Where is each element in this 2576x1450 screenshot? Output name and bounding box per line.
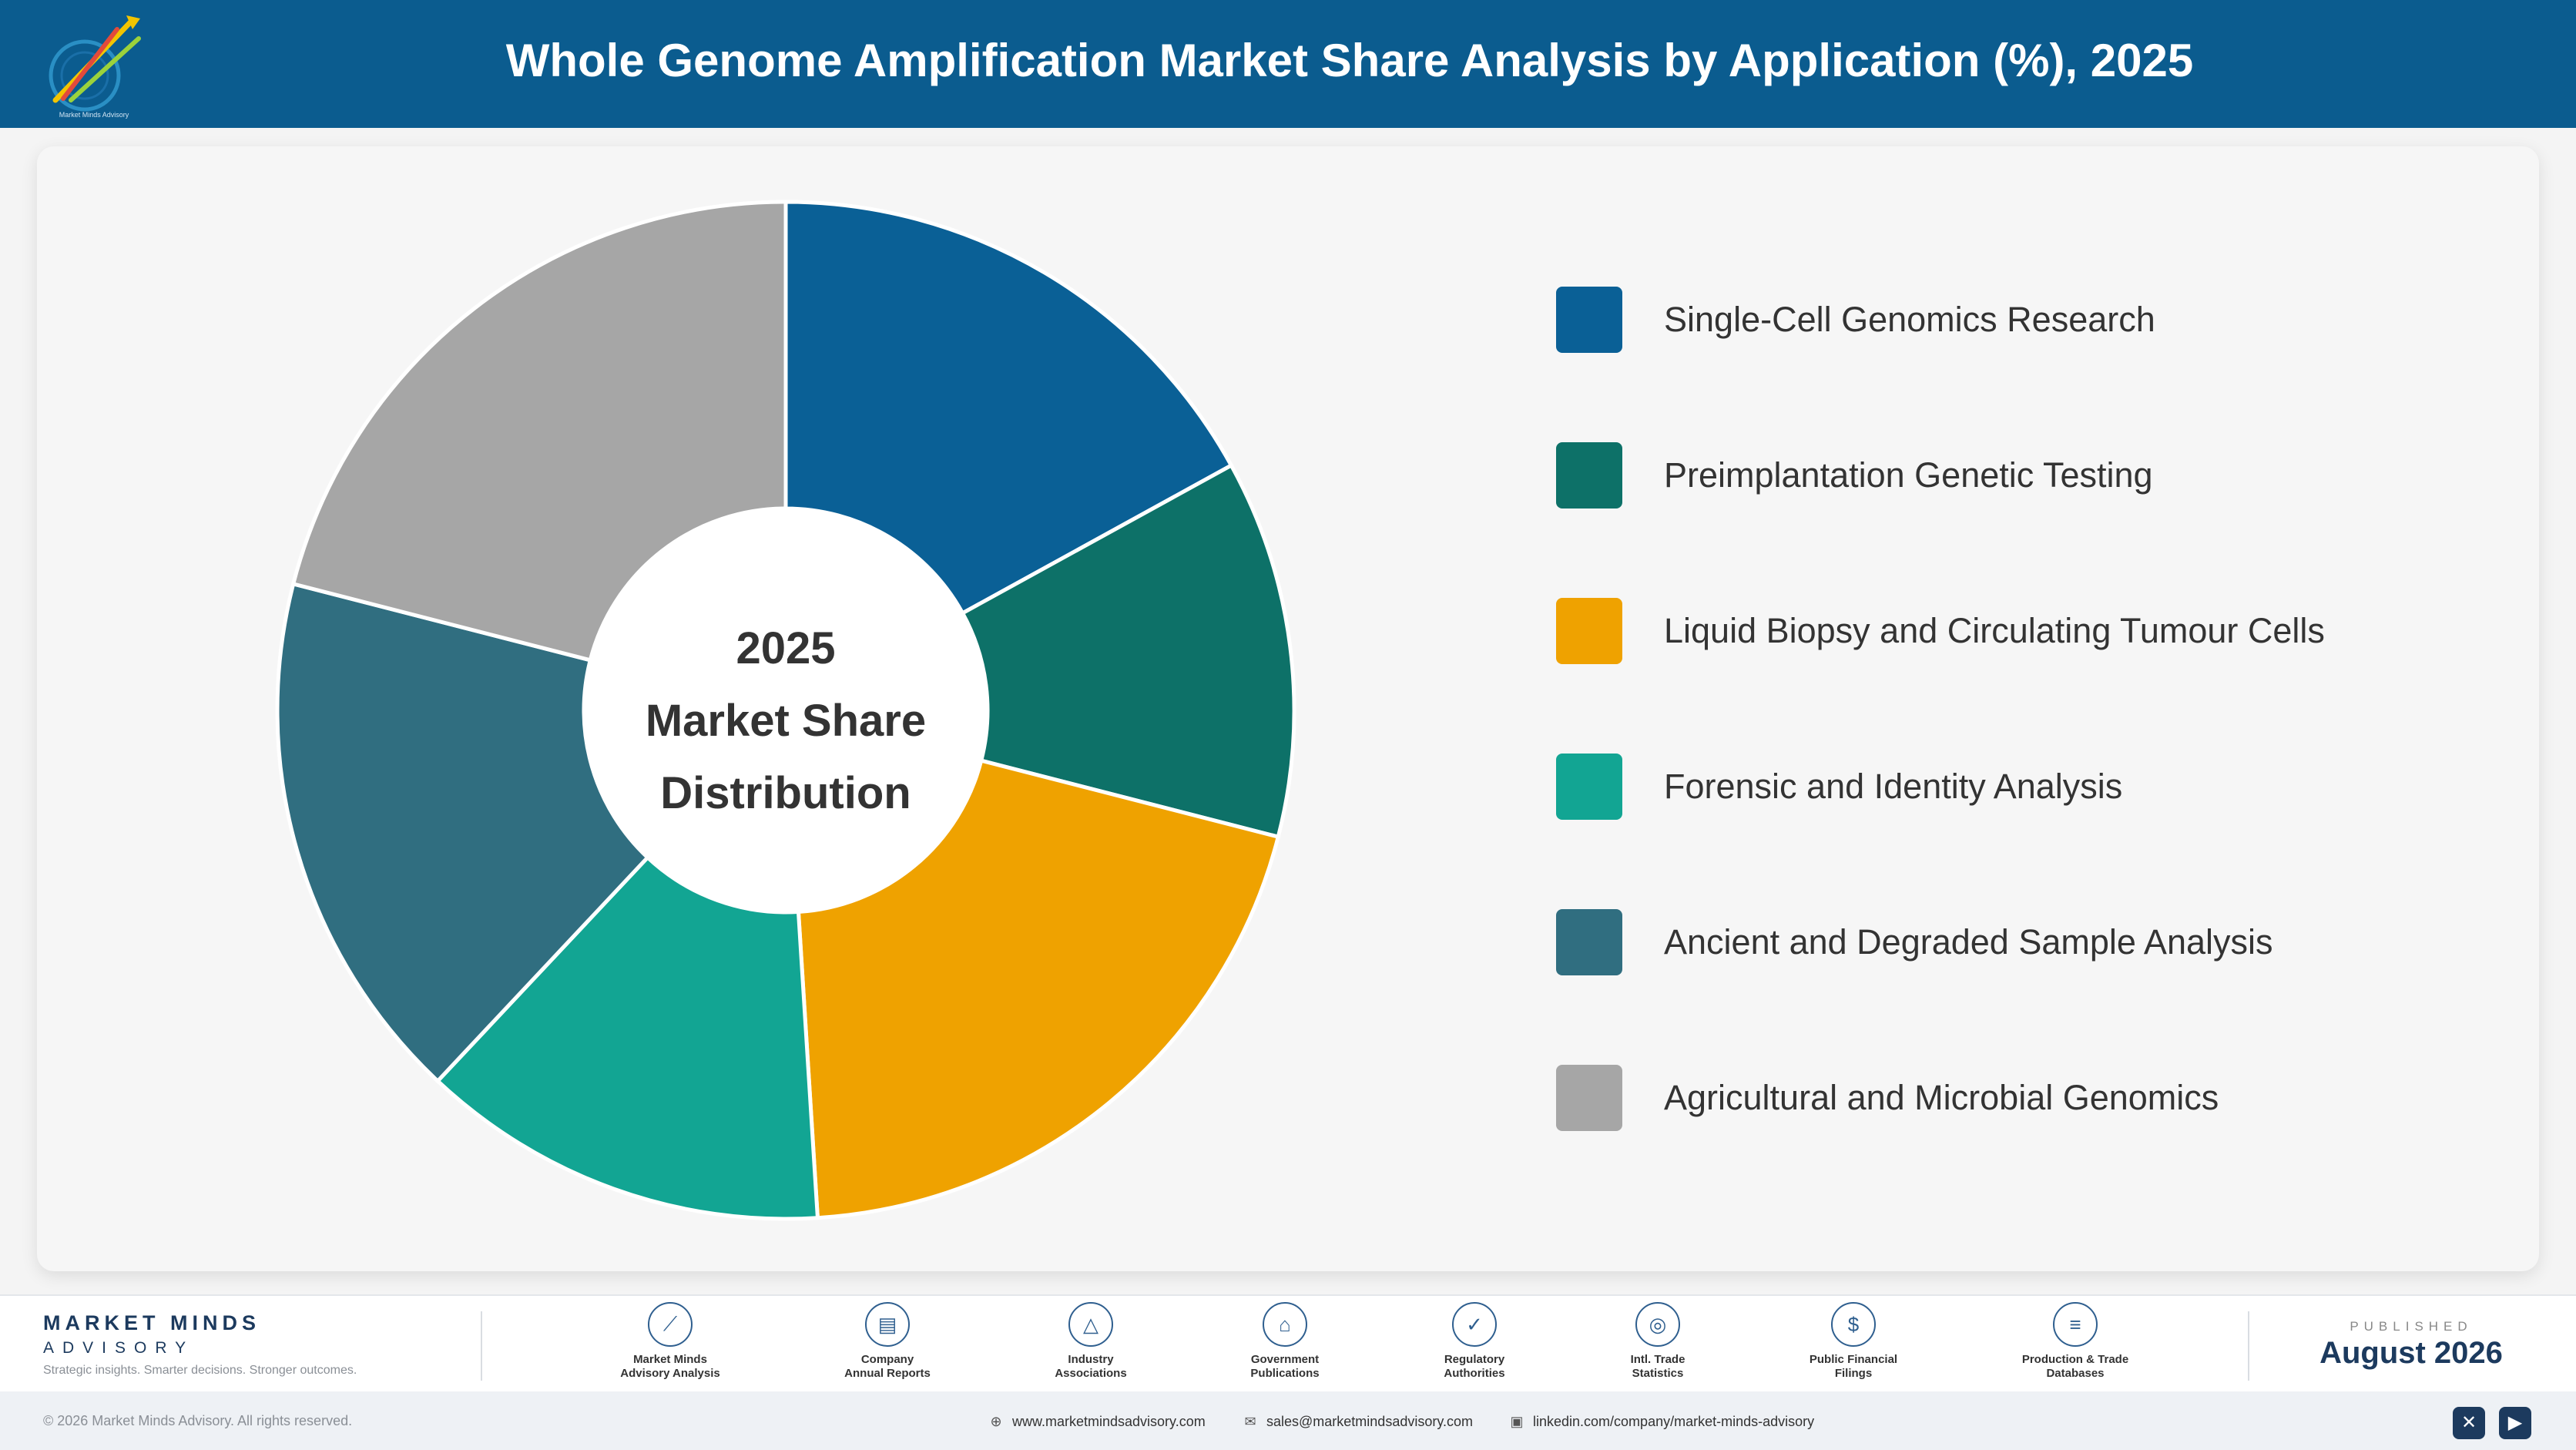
legend-swatch — [1556, 287, 1622, 353]
legend-label: Forensic and Identity Analysis — [1664, 767, 2123, 806]
center-year: 2025 — [736, 623, 836, 673]
source-government-publications[interactable]: ⌂ Government Publications — [1208, 1302, 1362, 1381]
brand-name: MARKET MINDS — [43, 1311, 260, 1334]
legend-swatch — [1556, 909, 1622, 975]
legend-item: Single-Cell Genomics Research — [1556, 287, 2480, 353]
source-market-minds-analysis[interactable]: ⟋ Market Minds Advisory Analysis — [593, 1302, 747, 1381]
legend-item: Ancient and Degraded Sample Analysis — [1556, 909, 2480, 975]
pie-slice-ancient-and-degraded-sample-analysis — [275, 581, 651, 1084]
source-industry-associations[interactable]: △ Industry Associations — [1014, 1302, 1168, 1381]
mail-icon: ✉ — [1244, 1414, 1256, 1429]
brand-sub: ADVISORY — [43, 1339, 195, 1357]
header-bar: Market Minds Advisory Whole Genome Ampli… — [0, 0, 2576, 128]
copyright: © 2026 Market Minds Advisory. All rights… — [43, 1413, 353, 1428]
center-line-market-share: Market Share — [645, 696, 927, 746]
source-regulatory-authorities[interactable]: ✓ Regulatory Authorities — [1397, 1302, 1551, 1381]
source-intl-trade-statistics[interactable]: ◎ Intl. Trade Statistics — [1581, 1302, 1735, 1381]
published-date: August 2026 — [2319, 1336, 2503, 1370]
linkedin-icon: ▣ — [1510, 1414, 1524, 1429]
network-icon: △ — [1068, 1302, 1113, 1347]
database-icon: ≡ — [2053, 1302, 2098, 1347]
brand-tagline: Strategic insights. Smarter decisions. S… — [43, 1364, 357, 1377]
source-production-trade-databases[interactable]: ≡ Production & Trade Databases — [1998, 1302, 2152, 1381]
x-social-icon[interactable]: ✕ — [2453, 1407, 2485, 1439]
page-title: Whole Genome Amplification Market Share … — [505, 35, 2194, 86]
email-link[interactable]: ✉ sales@marketmindsadvisory.com — [1242, 1413, 1473, 1430]
legend-item: Preimplantation Genetic Testing — [1556, 442, 2480, 509]
legend-label: Ancient and Degraded Sample Analysis — [1664, 922, 2273, 962]
government-building-icon: ⌂ — [1263, 1302, 1307, 1347]
legend-swatch — [1556, 442, 1622, 509]
legend-swatch — [1556, 598, 1622, 664]
donut-center-label: 2025 Market Share Distribution — [601, 613, 971, 830]
donut-chart — [275, 202, 1294, 1220]
published-label: PUBLISHED — [2350, 1319, 2473, 1334]
legend-item: Liquid Biopsy and Circulating Tumour Cel… — [1556, 598, 2480, 664]
website-link[interactable]: ⊕ www.marketmindsadvisory.com — [988, 1413, 1205, 1430]
source-company-annual-reports[interactable]: ▤ Company Annual Reports — [810, 1302, 964, 1381]
donut-hole — [584, 509, 988, 912]
svg-text:Market Minds Advisory: Market Minds Advisory — [59, 111, 129, 119]
market-minds-logo-icon: Market Minds Advisory — [49, 15, 141, 119]
source-public-financial-filings[interactable]: $ Public Financial Filings — [1776, 1302, 1930, 1381]
bottom-bar: © 2026 Market Minds Advisory. All rights… — [0, 1391, 2576, 1450]
shield-check-icon: ✓ — [1452, 1302, 1497, 1347]
legend-item: Forensic and Identity Analysis — [1556, 754, 2480, 820]
dollar-coin-icon: $ — [1831, 1302, 1876, 1347]
legend-item: Agricultural and Microbial Genomics — [1556, 1065, 2480, 1131]
globe-icon: ◎ — [1635, 1302, 1680, 1347]
divider — [481, 1311, 482, 1381]
trend-chart-icon: ⟋ — [648, 1302, 693, 1347]
legend-label: Agricultural and Microbial Genomics — [1664, 1078, 2219, 1117]
divider — [2248, 1311, 2249, 1381]
globe-icon: ⊕ — [990, 1414, 1002, 1429]
center-line-distribution: Distribution — [660, 768, 911, 818]
document-icon: ▤ — [865, 1302, 910, 1347]
legend-label: Liquid Biopsy and Circulating Tumour Cel… — [1664, 611, 2325, 650]
legend-label: Single-Cell Genomics Research — [1664, 300, 2155, 339]
footer: MARKET MINDS ADVISORY Strategic insights… — [0, 1294, 2576, 1391]
legend-swatch — [1556, 754, 1622, 820]
legend-swatch — [1556, 1065, 1622, 1131]
legend-label: Preimplantation Genetic Testing — [1664, 455, 2153, 495]
linkedin-link[interactable]: ▣ linkedin.com/company/market-minds-advi… — [1508, 1413, 1814, 1430]
youtube-social-icon[interactable]: ▶ — [2499, 1407, 2531, 1439]
